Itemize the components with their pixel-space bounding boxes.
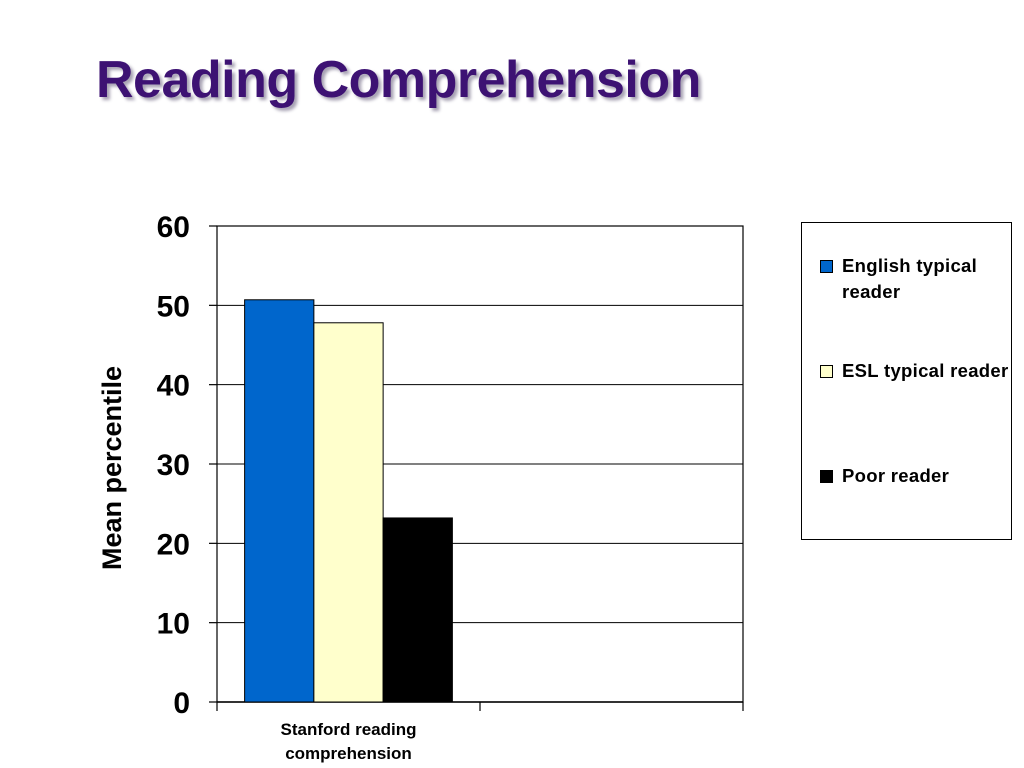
y-tick-label: 10 — [157, 608, 190, 641]
y-tick-label: 20 — [157, 528, 190, 561]
legend-item-poor: Poor reader — [820, 465, 1010, 489]
legend-item-english: English typical reader — [820, 255, 1010, 305]
bar-poor-reader — [382, 517, 453, 703]
y-axis-label: Mean percentile — [97, 366, 127, 570]
y-tick-label: 40 — [157, 370, 190, 403]
bar-esl-typical-reader — [313, 322, 384, 703]
legend-label-english: English typical reader — [842, 255, 978, 302]
legend-swatch-poor — [820, 470, 833, 483]
legend-swatch-esl — [820, 365, 833, 378]
legend-swatch-english — [820, 260, 833, 273]
legend-label-poor: Poor reader — [842, 465, 950, 486]
legend-label-esl: ESL typical reader — [842, 360, 1009, 381]
x-category-label: Stanford reading comprehension — [280, 720, 416, 763]
legend-item-esl: ESL typical reader — [820, 360, 1010, 384]
y-tick-label: 50 — [157, 290, 190, 323]
y-tick-label: 60 — [157, 211, 190, 244]
y-tick-label: 30 — [157, 449, 190, 482]
bar-english-typical-reader — [244, 299, 315, 703]
chart-legend: English typical reader ESL typical reade… — [801, 222, 1012, 540]
slide-title: Reading Comprehension — [96, 51, 701, 109]
y-tick-label: 0 — [173, 687, 190, 720]
